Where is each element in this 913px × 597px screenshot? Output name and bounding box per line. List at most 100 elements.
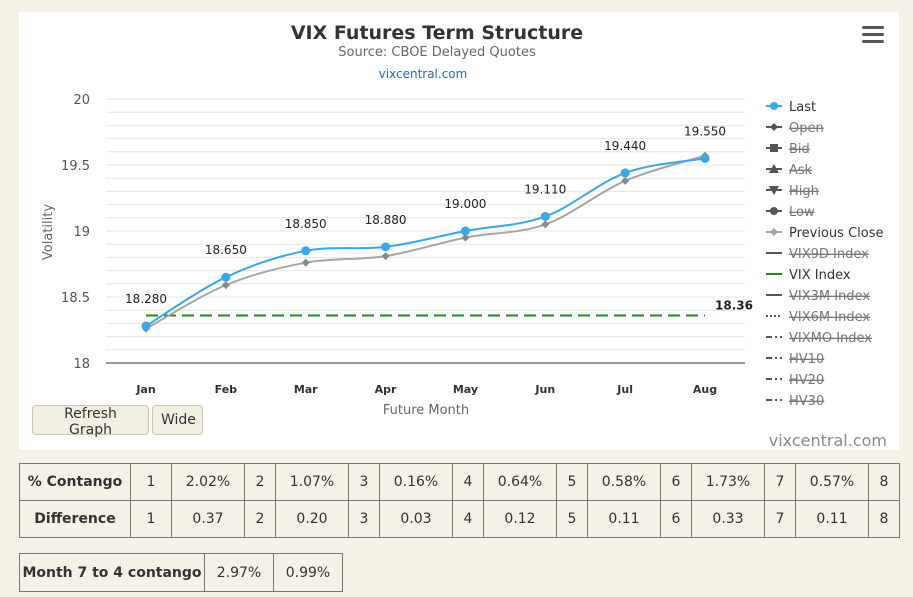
legend-item-label[interactable]: Ask	[789, 163, 813, 178]
value-cell: 0.20	[275, 500, 349, 538]
value-cell: 1.07%	[275, 463, 349, 501]
y-axis-title: Volatility	[41, 204, 56, 260]
last-point	[700, 153, 710, 163]
data-label: 18.280	[125, 292, 167, 306]
legend-diamond-marker-icon	[770, 228, 778, 236]
data-label: 19.440	[604, 139, 646, 153]
legend-item-label[interactable]: VIX6M Index	[789, 310, 870, 325]
vix-index-label: 18.36	[715, 298, 753, 312]
last-point	[301, 246, 311, 256]
previous-close-point	[541, 220, 550, 229]
x-axis-title: Future Month	[383, 403, 469, 418]
data-label: 19.550	[684, 124, 726, 138]
last-point	[381, 242, 391, 252]
chart-panel: VIX Futures Term Structure Source: CBOE D…	[19, 12, 899, 450]
previous-close-point	[381, 252, 390, 261]
data-label: 18.850	[285, 217, 327, 231]
legend-triangle-up-marker-icon	[769, 164, 779, 173]
last-point	[141, 321, 151, 331]
legend-item-label[interactable]: VIX9D Index	[789, 247, 869, 262]
chart-subtitle-link: vixcentral.com	[379, 67, 468, 81]
last-point	[460, 226, 470, 236]
legend-triangle-down-marker-icon	[769, 186, 779, 195]
value-cell: 0.57%	[795, 463, 869, 501]
month-number-cell: 1	[130, 463, 172, 501]
month-number-cell: 6	[660, 500, 692, 538]
previous-close-point	[461, 233, 470, 242]
y-tick-label: 18	[73, 357, 90, 372]
legend-item-label[interactable]: Bid	[789, 142, 810, 157]
legend-item-label[interactable]: Last	[789, 100, 816, 115]
value-cell: 0.03	[379, 500, 453, 538]
x-tick-label: Jul	[616, 383, 633, 396]
month-number-cell: 8	[868, 463, 900, 501]
month-number-cell: 7	[764, 463, 796, 501]
month-contango-table: Month 7 to 4 contango 2.97% 0.99%	[19, 553, 343, 592]
month-contango-value: 0.99%	[273, 553, 343, 592]
month-number-cell: 6	[660, 463, 692, 501]
legend-item-label[interactable]: HV30	[789, 394, 824, 409]
legend-item-label[interactable]: High	[789, 184, 819, 199]
month-number-cell: 8	[868, 500, 900, 538]
chart-subtitle: Source: CBOE Delayed Quotes	[338, 45, 536, 60]
y-tick-label: 19	[73, 225, 90, 240]
value-cell: 2.02%	[171, 463, 245, 501]
table-row: Difference 1 0.37 2 0.20 3 0.03 4 0.12 5 0.11 6 0.33…	[19, 500, 900, 538]
hamburger-icon-bar	[862, 33, 884, 36]
legend-item-label[interactable]: Low	[789, 205, 815, 220]
previous-close-line	[145, 154, 706, 330]
table-row: Month 7 to 4 contango 2.97% 0.99%	[19, 553, 343, 592]
value-cell: 0.12	[483, 500, 557, 538]
x-tick-label: Feb	[215, 383, 238, 396]
data-label: 18.880	[365, 213, 407, 227]
value-cell: 0.33	[691, 500, 765, 538]
value-cell: 0.11	[795, 500, 869, 538]
x-tick-label: May	[453, 383, 478, 396]
data-label: 18.650	[205, 243, 247, 257]
legend-square-marker-icon	[770, 144, 778, 152]
value-cell: 0.58%	[587, 463, 661, 501]
legend-item-label[interactable]: VIX3M Index	[789, 289, 870, 304]
legend-item-label[interactable]: Open	[789, 121, 824, 136]
month-number-cell: 4	[452, 463, 484, 501]
y-tick-label: 19.5	[61, 159, 90, 174]
month-number-cell: 1	[130, 500, 172, 538]
y-tick-label: 18.5	[61, 291, 90, 306]
month-number-cell: 5	[556, 463, 588, 501]
last-point	[540, 211, 550, 221]
value-cell: 0.37	[171, 500, 245, 538]
row-label: Difference	[19, 500, 131, 538]
contango-table: % Contango 1 2.02% 2 1.07% 3 0.16% 4 0.64% 5 0.58%…	[19, 463, 900, 538]
hamburger-icon-bar	[862, 40, 884, 43]
refresh-graph-button[interactable]: Refresh Graph	[32, 405, 149, 438]
last-point	[620, 168, 630, 178]
chart-menu-button[interactable]	[862, 26, 884, 44]
legend-item-label[interactable]: Previous Close	[789, 226, 884, 241]
last-line	[145, 157, 706, 327]
data-label: 19.110	[524, 182, 566, 196]
legend-item-label[interactable]: HV10	[789, 352, 824, 367]
row-label: % Contango	[19, 463, 131, 501]
value-cell: 1.73%	[691, 463, 765, 501]
legend-circle-marker-icon	[770, 102, 778, 110]
legend-item-label[interactable]: VIXMO Index	[789, 331, 872, 346]
legend-circle-marker-icon	[770, 207, 778, 215]
month-number-cell: 5	[556, 500, 588, 538]
month-number-cell: 3	[348, 463, 380, 501]
legend-item-label[interactable]: VIX Index	[789, 268, 851, 283]
y-tick-label: 20	[73, 93, 90, 108]
month-number-cell: 2	[244, 500, 276, 538]
x-tick-label: Mar	[294, 383, 318, 396]
legend-item-label[interactable]: HV20	[789, 373, 824, 388]
data-label: 19.000	[444, 197, 486, 211]
month-number-cell: 3	[348, 500, 380, 538]
last-point	[221, 272, 231, 282]
chart-credit[interactable]: vixcentral.com	[768, 431, 887, 450]
table-row: % Contango 1 2.02% 2 1.07% 3 0.16% 4 0.64% 5 0.58%…	[19, 463, 900, 501]
wide-button[interactable]: Wide	[152, 405, 203, 435]
chart-title: VIX Futures Term Structure	[291, 22, 583, 44]
hamburger-icon	[862, 26, 884, 29]
x-tick-label: Apr	[375, 383, 397, 396]
x-tick-label: Jan	[135, 383, 155, 396]
